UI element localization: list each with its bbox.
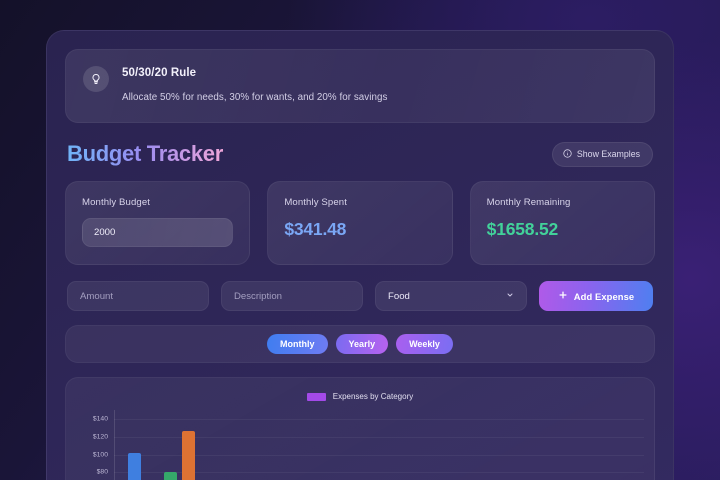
expense-entry-row: Food Add Expense (65, 281, 655, 311)
monthly-remaining-label: Monthly Remaining (486, 197, 571, 208)
stats-row: Monthly Budget Monthly Spent $341.48 Mon… (65, 181, 655, 265)
page-title: Budget Tracker (67, 141, 223, 166)
chart-y-axis (114, 410, 115, 480)
category-select[interactable]: Food (375, 281, 527, 311)
chart-gridline (114, 454, 644, 456)
amount-input[interactable] (67, 281, 209, 311)
chart-y-tick-label: $120 (92, 433, 108, 441)
monthly-budget-card: Monthly Budget (65, 181, 251, 265)
chart-gridline (114, 418, 644, 420)
tip-title: 50/30/20 Rule (122, 67, 197, 79)
monthly-spent-value: $341.48 (284, 219, 347, 239)
chevron-down-icon (506, 291, 514, 302)
category-select-value: Food (388, 290, 410, 302)
period-tab-yearly[interactable]: Yearly (335, 334, 389, 354)
monthly-spent-label: Monthly Spent (284, 197, 347, 208)
chart-legend: Expenses by Category (66, 392, 654, 401)
monthly-remaining-value: $1658.52 (486, 219, 559, 239)
info-circle-icon (563, 148, 572, 160)
chart-plot-area: $140$120$100$80$60 (93, 410, 644, 480)
monthly-spent-card: Monthly Spent $341.48 (267, 181, 453, 265)
period-tab-monthly[interactable]: Monthly (267, 334, 328, 354)
monthly-budget-label: Monthly Budget (82, 197, 151, 208)
period-tab-weekly[interactable]: Weekly (396, 334, 453, 354)
plus-icon (558, 290, 568, 302)
chart-bar[interactable] (164, 472, 177, 480)
legend-label: Expenses by Category (332, 392, 414, 401)
chart-y-tick-label: $140 (92, 415, 108, 423)
description-input[interactable] (221, 281, 363, 311)
expenses-chart-card: Expenses by Category $140$120$100$80$60 (65, 377, 655, 480)
header-row: Budget Tracker Show Examples (65, 141, 655, 167)
budget-tracker-app: 50/30/20 Rule Allocate 50% for needs, 30… (46, 30, 674, 480)
monthly-budget-input[interactable] (82, 218, 234, 247)
add-expense-label: Add Expense (573, 290, 635, 302)
period-toggle-bar: Monthly Yearly Weekly (65, 325, 655, 363)
chart-y-tick-label: $80 (96, 468, 108, 476)
lightbulb-icon (83, 66, 109, 92)
tip-body: 50/30/20 Rule Allocate 50% for needs, 30… (122, 65, 387, 103)
chart-y-tick-label: $100 (92, 451, 108, 459)
chart-gridline (114, 472, 644, 474)
tip-banner: 50/30/20 Rule Allocate 50% for needs, 30… (65, 49, 655, 123)
chart-bar[interactable] (128, 452, 141, 480)
chart-gridline (114, 436, 644, 438)
tip-description: Allocate 50% for needs, 30% for wants, a… (122, 92, 388, 103)
add-expense-button[interactable]: Add Expense (539, 281, 653, 311)
chart-bar[interactable] (182, 431, 195, 480)
show-examples-button[interactable]: Show Examples (551, 141, 653, 167)
legend-swatch (306, 392, 326, 401)
show-examples-label: Show Examples (576, 149, 640, 159)
monthly-remaining-card: Monthly Remaining $1658.52 (469, 181, 655, 265)
